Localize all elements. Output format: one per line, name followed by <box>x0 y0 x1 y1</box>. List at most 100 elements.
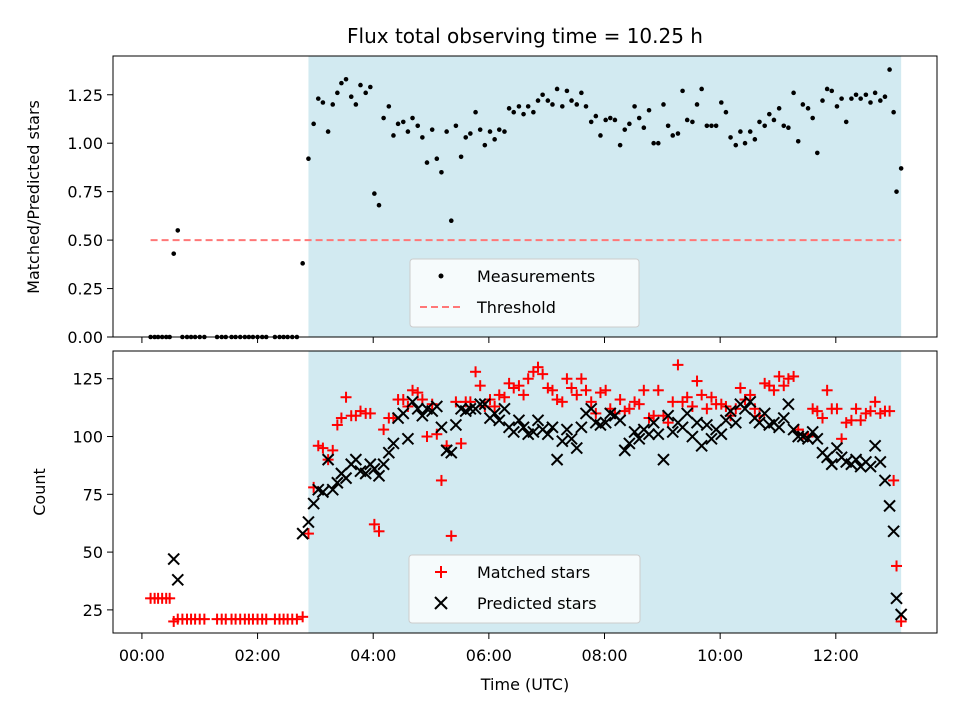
predicted-stars-point <box>657 453 670 466</box>
predicted-stars-point <box>307 497 320 510</box>
matched-stars-point <box>869 396 881 408</box>
measurement-point <box>579 90 584 96</box>
measurement-point <box>627 121 632 127</box>
predicted-stars-point <box>382 446 396 459</box>
measurements-layer <box>148 67 904 340</box>
matched-stars-point <box>850 403 862 415</box>
measurement-point <box>593 113 599 119</box>
predicted-stars-point <box>575 421 588 434</box>
matched-stars-point <box>518 389 530 401</box>
predicted-stars-point <box>647 416 660 429</box>
measurement-point <box>894 189 899 194</box>
matched-stars-point <box>575 373 587 385</box>
measurement-point <box>675 131 681 136</box>
matched-stars-point <box>811 405 823 417</box>
predicted-stars-point <box>512 414 526 427</box>
measurement-point <box>882 94 888 99</box>
matched-stars-point <box>551 394 563 406</box>
predicted-stars-point <box>445 446 458 459</box>
measurement-point <box>306 156 311 162</box>
matched-stars-point <box>508 382 520 394</box>
predicted-stars-point <box>507 425 520 439</box>
predicted-stars-point <box>806 425 819 439</box>
matched-stars-point <box>537 368 549 380</box>
matched-stars-point <box>865 405 877 417</box>
measurement-point <box>728 135 733 140</box>
matched-stars-point <box>888 474 900 486</box>
measurement-point <box>887 67 892 72</box>
top-legend: Measurements Threshold <box>409 258 640 328</box>
bottom-y-ticks: 25 50 75 100 125 <box>72 370 113 620</box>
predicted-stars-point <box>724 404 737 418</box>
measurement-point <box>898 166 904 171</box>
measurement-point <box>525 104 531 109</box>
measurement-point <box>381 115 386 121</box>
measurement-point <box>424 160 430 165</box>
measurement-point <box>311 121 316 127</box>
bottom-y-tick-label: 125 <box>72 370 103 389</box>
top-plot-frame <box>112 55 938 338</box>
measurement-point <box>363 90 368 96</box>
measurement-point <box>444 129 449 134</box>
predicted-stars-point <box>632 432 646 446</box>
predicted-stars-point <box>887 525 900 538</box>
predicted-stars-point <box>406 395 419 409</box>
measurement-point <box>583 104 589 109</box>
matched-stars-point <box>681 391 693 403</box>
predicted-stars-point <box>676 421 689 434</box>
measurement-point <box>719 100 724 105</box>
matched-stars-point <box>817 412 829 424</box>
predicted-stars-point <box>478 397 492 411</box>
measurement-point <box>343 76 349 82</box>
measurement-point <box>800 102 806 107</box>
measurement-point <box>651 140 656 146</box>
measurement-point <box>665 123 671 129</box>
predicted-stars-point <box>556 434 569 448</box>
measurement-point <box>858 96 863 101</box>
measurement-point <box>849 96 854 101</box>
measurement-point <box>372 191 377 196</box>
matched-stars-point <box>421 431 433 443</box>
bottom-y-tick-label: 100 <box>72 428 103 447</box>
measurement-point <box>477 127 483 132</box>
measurement-point <box>348 94 354 99</box>
measurement-point <box>550 102 555 107</box>
bottom-panel: 25 50 75 100 125 00:00 02:00 04:00 06:00 08:00 10… <box>30 350 938 694</box>
top-y-tick-label: 1.25 <box>67 86 103 105</box>
measurement-point <box>767 111 772 117</box>
matched-stars-point <box>585 396 597 408</box>
predicted-stars-point <box>758 407 771 420</box>
matched-stars-point <box>768 384 780 396</box>
matched-stars-point <box>571 389 583 401</box>
predicted-stars-point <box>820 451 834 464</box>
predicted-stars-point <box>695 439 708 452</box>
predicted-stars-point <box>715 428 728 441</box>
predicted-stars-point <box>777 411 790 425</box>
predicted-stars-point <box>331 476 344 489</box>
measurement-point <box>325 129 331 134</box>
matched-stars-point <box>368 518 380 530</box>
measurement-point <box>492 137 497 142</box>
predicted-stars-point <box>167 552 180 566</box>
measurement-point <box>448 218 454 224</box>
predicted-stars-point <box>890 592 903 605</box>
matched-stars-point <box>840 417 852 429</box>
bottom-x-ticks: 00:00 02:00 04:00 06:00 08:00 10:00 12:00 <box>119 633 859 665</box>
measurement-point <box>171 251 177 256</box>
measurement-point <box>694 102 700 107</box>
matched-stars-point <box>701 403 713 415</box>
predicted-stars-point <box>772 421 786 434</box>
top-y-tick-label: 0.25 <box>67 280 103 299</box>
matched-stars-point <box>532 361 544 373</box>
bottom-y-tick-label: 75 <box>83 485 103 504</box>
x-axis-label: Time (UTC) <box>480 675 569 694</box>
predicted-stars-point <box>435 421 448 434</box>
measurement-point <box>843 119 849 125</box>
measurement-point <box>622 127 628 132</box>
predicted-stars-point <box>493 414 506 427</box>
matched-stars-point <box>580 384 592 396</box>
count-markers-layer <box>145 359 908 627</box>
top-y-tick-label: 0.75 <box>67 183 103 202</box>
matched-stars-point <box>648 410 660 422</box>
